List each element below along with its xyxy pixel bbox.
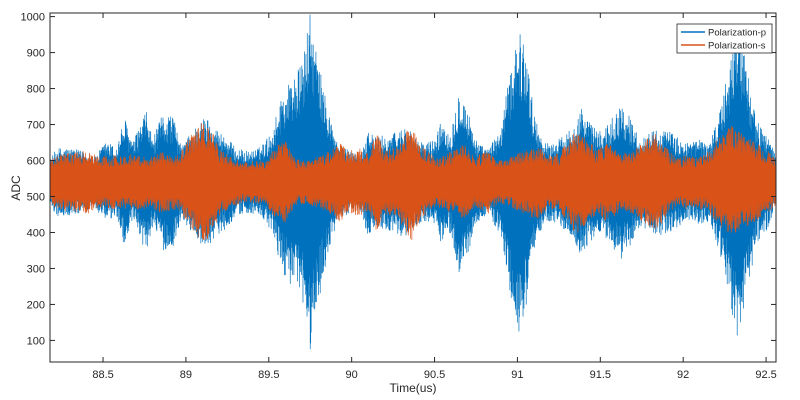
y-axis-label: ADC bbox=[9, 175, 23, 201]
x-tick-label: 92 bbox=[677, 369, 689, 381]
legend-label-polarization-p: Polarization-p bbox=[708, 28, 766, 39]
x-tick-label: 90 bbox=[346, 369, 358, 381]
y-tick-label: 700 bbox=[27, 120, 45, 132]
y-tick-label: 600 bbox=[27, 156, 45, 168]
series-line-polarization-s bbox=[50, 122, 776, 241]
x-axis-label: Time(us) bbox=[390, 381, 437, 395]
y-tick-label: 900 bbox=[27, 48, 45, 60]
y-tick-label: 100 bbox=[27, 335, 45, 347]
series-layer bbox=[50, 14, 776, 350]
x-tick-label: 89 bbox=[180, 369, 192, 381]
x-tick-label: 91 bbox=[511, 369, 523, 381]
y-tick-label: 200 bbox=[27, 299, 45, 311]
x-tick-label: 90.5 bbox=[424, 369, 445, 381]
x-tick-label: 88.5 bbox=[92, 369, 113, 381]
y-tick-label: 300 bbox=[27, 263, 45, 275]
plot-frame bbox=[49, 12, 777, 363]
y-tick-label: 500 bbox=[27, 191, 45, 203]
legend-label-polarization-s: Polarization-s bbox=[708, 41, 766, 52]
legend-box bbox=[676, 23, 773, 54]
x-tick-label: 91.5 bbox=[590, 369, 611, 381]
legend[interactable]: Polarization-p Polarization-s bbox=[676, 23, 773, 54]
y-tick-label: 400 bbox=[27, 227, 45, 239]
x-tick-label: 89.5 bbox=[258, 369, 279, 381]
y-tick-label: 800 bbox=[27, 84, 45, 96]
y-tick-label: 1000 bbox=[21, 12, 45, 24]
x-tick-label: 92.5 bbox=[755, 369, 776, 381]
axis-ticks: 88.5 89 89.5 90 90.5 91 91.5 92 92.5 100 200 300 400… bbox=[21, 12, 777, 381]
